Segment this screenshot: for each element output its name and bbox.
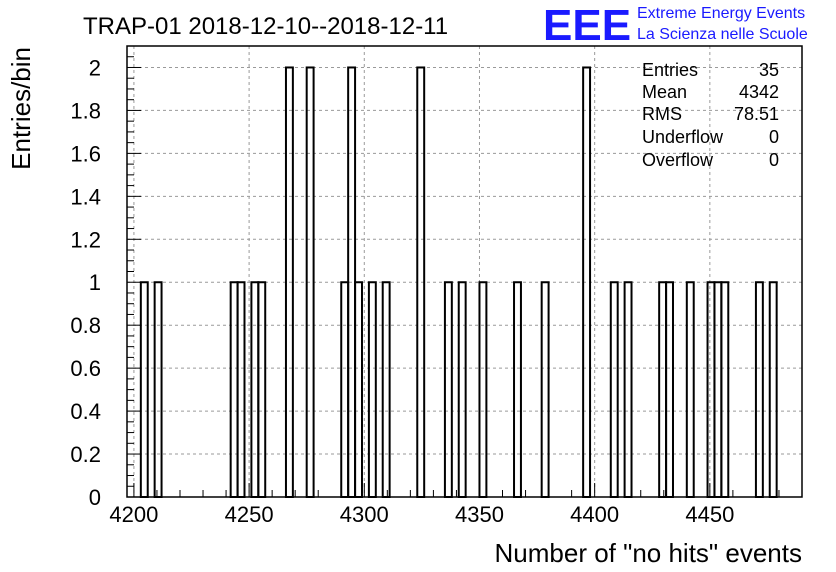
- y-tick-label: 0.4: [70, 399, 101, 424]
- y-axis-label: Entries/bin: [6, 47, 36, 170]
- eee-logo-line2: La Scienza nelle Scuole: [637, 26, 808, 43]
- stat-mean-value: 4342: [739, 82, 779, 102]
- x-tick-label: 4350: [455, 502, 504, 527]
- stat-underflow-value: 0: [769, 127, 779, 147]
- y-tick-label: 0.6: [70, 356, 101, 381]
- y-tick-label: 1.4: [70, 184, 101, 209]
- x-tick-label: 4400: [570, 502, 619, 527]
- stats-box: Entries 35 Mean 4342 RMS 78.51 Underflow…: [642, 60, 779, 170]
- y-tick-label: 0: [89, 485, 101, 510]
- y-tick-labels: 0 0.2 0.4 0.6 0.8 1 1.2 1.4 1.6 1.8 2: [70, 55, 101, 510]
- histogram-bins: [139, 66, 778, 498]
- y-tick-label: 0.8: [70, 313, 101, 338]
- x-tick-label: 4250: [225, 502, 274, 527]
- y-tick-label: 0.2: [70, 442, 101, 467]
- y-tick-label: 1.2: [70, 227, 101, 252]
- stat-entries-label: Entries: [642, 60, 698, 80]
- x-tick-label: 4300: [340, 502, 389, 527]
- stat-entries-value: 35: [759, 60, 779, 80]
- eee-logo: EEE Extreme Energy Events La Scienza nel…: [543, 1, 808, 50]
- stat-underflow-label: Underflow: [642, 127, 724, 147]
- axis-ticks: [127, 45, 803, 498]
- y-tick-label: 1.6: [70, 141, 101, 166]
- x-tick-labels: 4200 4250 4300 4350 4400 4450: [109, 502, 734, 527]
- stat-rms-value: 78.51: [734, 104, 779, 124]
- y-tick-label: 2: [89, 55, 101, 80]
- x-tick-label: 4450: [685, 502, 734, 527]
- eee-logo-line1: Extreme Energy Events: [637, 5, 805, 22]
- chart-title: TRAP-01 2018-12-10--2018-12-11: [83, 13, 448, 40]
- y-tick-label: 1: [89, 270, 101, 295]
- stat-overflow-label: Overflow: [642, 150, 714, 170]
- x-axis-label: Number of "no hits" events: [495, 538, 803, 568]
- x-tick-label: 4200: [109, 502, 158, 527]
- y-tick-label: 1.8: [70, 98, 101, 123]
- stat-rms-label: RMS: [642, 104, 682, 124]
- stat-mean-label: Mean: [642, 82, 687, 102]
- eee-logo-mark: EEE: [543, 1, 631, 50]
- stat-overflow-value: 0: [769, 150, 779, 170]
